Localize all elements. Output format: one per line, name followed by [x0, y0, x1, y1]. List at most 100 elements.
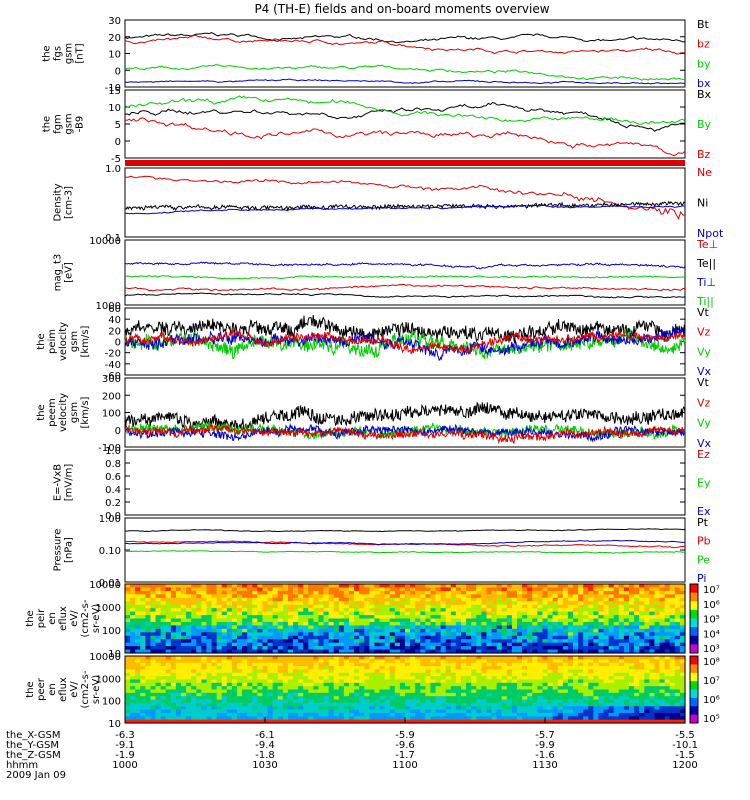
spectro-cell: [506, 662, 513, 667]
spectro-cell: [573, 689, 579, 694]
spectro-cell: [196, 594, 202, 599]
spectro-cell: [160, 597, 167, 602]
spectro-cell: [471, 608, 477, 613]
spectro-cell: [201, 621, 208, 626]
spectro-cell: [333, 646, 340, 651]
spectro-cell: [639, 632, 645, 637]
spectro-cell: [511, 635, 518, 640]
spectro-cell: [674, 712, 681, 717]
spectro-cell: [430, 628, 437, 633]
spectro-cell: [399, 719, 406, 724]
spectro-cell: [338, 709, 345, 714]
spectro-cell: [450, 628, 457, 633]
spectro-cell: [145, 608, 152, 613]
spectro-cell: [323, 679, 330, 684]
spectro-cell: [506, 679, 513, 684]
spectro-cell: [282, 587, 289, 592]
spectro-cell: [247, 659, 253, 664]
spectro-cell: [679, 611, 686, 616]
spectro-cell: [466, 669, 472, 674]
ylabel-line: gsm: [64, 113, 75, 134]
spectro-cell: [186, 662, 192, 667]
spectro-cell: [440, 604, 447, 609]
spectro-cell: [455, 608, 462, 613]
spectro-cell: [669, 682, 676, 687]
spectro-cell: [196, 662, 202, 667]
spectro-cell: [674, 709, 681, 714]
spectro-cell: [313, 584, 320, 589]
spectro-cell: [598, 611, 605, 616]
spectro-cell: [608, 587, 615, 592]
spectro-cell: [481, 601, 488, 606]
spectro-cell: [145, 659, 152, 664]
spectro-cell: [623, 686, 630, 691]
spectro-cell: [216, 611, 223, 616]
spectro-cell: [201, 666, 208, 670]
spectro-cell: [420, 682, 426, 687]
spectro-cell: [618, 597, 625, 602]
spectro-cell: [573, 635, 579, 640]
spectro-cell: [634, 642, 640, 647]
spectro-cell: [282, 679, 289, 684]
spectro-cell: [369, 719, 376, 724]
spectro-cell: [338, 611, 345, 616]
spectro-cell: [659, 615, 666, 620]
spectro-cell: [644, 604, 650, 609]
spectro-cell: [247, 686, 253, 691]
spectro-cell: [623, 590, 630, 595]
spectro-cell: [389, 597, 396, 602]
spectro-cell: [659, 702, 666, 707]
spectro-cell: [160, 635, 167, 640]
spectro-cell: [349, 682, 355, 687]
spectro-cell: [272, 615, 279, 620]
spectro-cell: [293, 628, 299, 633]
spectro-cell: [262, 632, 269, 637]
spectro-cell: [674, 608, 681, 613]
spectro-cell: [471, 669, 477, 674]
spectro-cell: [659, 679, 666, 684]
spectro-cell: [664, 615, 671, 620]
spectro-cell: [262, 686, 269, 691]
spectro-cell: [384, 696, 391, 701]
spectro-cell: [415, 666, 421, 670]
spectro-cell: [471, 712, 477, 717]
spectro-cell: [206, 608, 213, 613]
spectro-cell: [247, 639, 253, 644]
spectro-cell: [501, 719, 508, 724]
spectro-cell: [287, 696, 294, 701]
spectro-cell: [282, 646, 289, 651]
spectro-cell: [445, 611, 452, 616]
spectro-cell: [175, 676, 182, 681]
spectro-cell: [354, 696, 360, 701]
ylabel-line: [km/s]: [80, 396, 91, 428]
spectro-cell: [623, 716, 630, 721]
spectro-cell: [674, 642, 681, 647]
spectro-cell: [522, 604, 528, 609]
spectro-cell: [608, 699, 615, 704]
spectro-cell: [608, 686, 615, 691]
spectro-cell: [394, 682, 401, 687]
spectro-cell: [328, 628, 335, 633]
spectro-cell: [181, 662, 187, 667]
spectro-cell: [369, 686, 376, 691]
spectro-cell: [486, 601, 493, 606]
spectro-cell: [517, 719, 523, 724]
spectro-cell: [369, 590, 376, 595]
spectro-cell: [527, 706, 533, 711]
spectro-cell: [481, 682, 488, 687]
spectro-cell: [481, 666, 488, 670]
spectro-cell: [623, 679, 630, 684]
spectro-cell: [644, 608, 650, 613]
spectro-cell: [466, 601, 472, 606]
spectro-cell: [399, 587, 406, 592]
spectro-cell: [537, 587, 544, 592]
spectro-cell: [323, 669, 330, 674]
spectro-cell: [267, 656, 274, 660]
spectro-cell: [654, 662, 661, 667]
legend-red: bz: [697, 38, 710, 51]
xaxis-value: 1130: [532, 760, 557, 771]
spectro-cell: [425, 587, 432, 592]
spectro-cell: [511, 666, 518, 670]
spectro-cell: [221, 649, 228, 654]
spectro-cell: [532, 625, 538, 630]
